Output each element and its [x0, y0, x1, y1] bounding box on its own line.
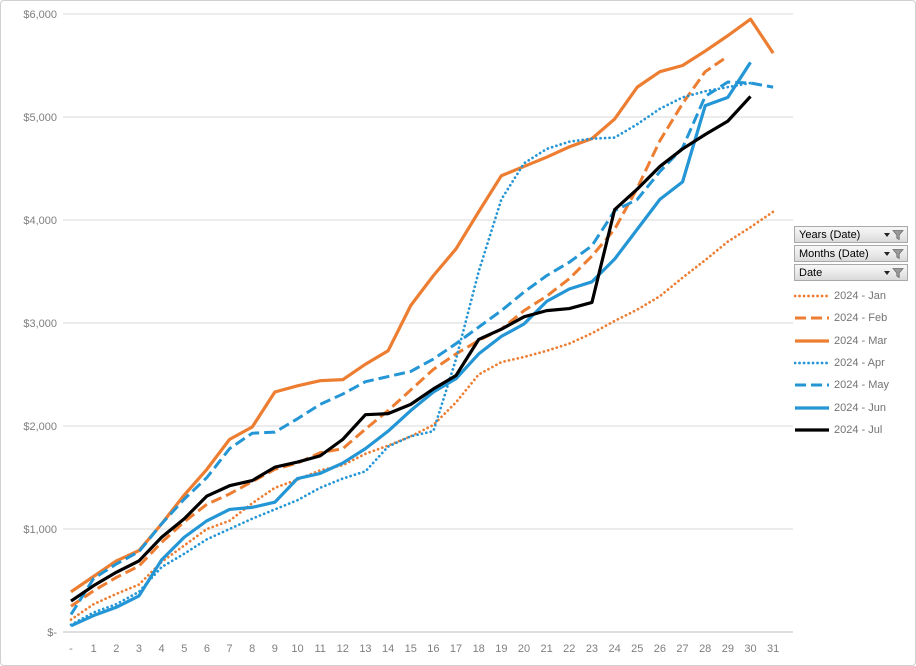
- x-axis-tick-label: 22: [563, 643, 575, 655]
- x-axis-tick-label: 28: [699, 643, 711, 655]
- legend-item: 2024 - Mar: [794, 330, 913, 352]
- caret-down-icon: [884, 232, 890, 237]
- legend-label: 2024 - Mar: [834, 334, 888, 347]
- pivot-field-button-label: Years (Date): [799, 228, 861, 241]
- legend-item: 2024 - Jul: [794, 419, 913, 441]
- legend-label: 2024 - Jan: [834, 290, 886, 303]
- x-axis-tick-label: 15: [405, 643, 417, 655]
- x-axis-tick-label: 12: [337, 643, 349, 655]
- legend-line-sample: [795, 339, 829, 343]
- x-axis-tick-label: 1: [91, 643, 97, 655]
- x-axis-tick-label: 31: [767, 643, 779, 655]
- legend-line-sample: [795, 406, 829, 410]
- legend-item: 2024 - May: [794, 374, 913, 396]
- chart-legend: 2024 - Jan 2024 - Feb 2024 - Mar 2024 - Apr…: [794, 285, 913, 441]
- x-axis-tick-label: 30: [744, 643, 756, 655]
- pivot-field-button-years-date[interactable]: Years (Date): [794, 226, 908, 243]
- legend-line-sample: [794, 294, 830, 298]
- legend-label: 2024 - Feb: [834, 312, 888, 325]
- x-axis-tick-label: 23: [586, 643, 598, 655]
- legend-label: 2024 - Jun: [834, 401, 886, 414]
- x-axis-tick-label: 19: [495, 643, 507, 655]
- y-axis-tick-label: $-: [47, 627, 57, 639]
- legend-item: 2024 - Feb: [794, 307, 913, 329]
- x-axis-tick-label: 11: [314, 643, 325, 655]
- x-axis-tick-label: 13: [359, 643, 371, 655]
- x-axis-tick-label: 10: [291, 643, 303, 655]
- x-axis-tick-label: 16: [427, 643, 439, 655]
- x-axis-tick-label: 5: [181, 643, 187, 655]
- series-line-2024-mar: [70, 17, 775, 594]
- pivot-field-button-label: Date: [799, 266, 823, 279]
- x-axis-tick-label: 25: [631, 643, 643, 655]
- legend-label: 2024 - Jul: [834, 423, 883, 436]
- pivot-field-button-months-date[interactable]: Months (Date): [794, 245, 908, 262]
- funnel-icon: [892, 248, 904, 259]
- x-axis-tick-label: -: [69, 643, 73, 655]
- x-axis-tick-label: 7: [226, 643, 232, 655]
- x-axis-tick-label: 20: [518, 643, 530, 655]
- y-axis-tick-label: $5,000: [23, 112, 57, 124]
- series-line-2024-apr: [69, 81, 752, 627]
- series-line-2024-may: [69, 80, 774, 616]
- pivot-filter-buttons: Years (Date) Months (Date) Date: [794, 226, 913, 281]
- legend-line-sample: [795, 428, 829, 432]
- funnel-icon: [892, 229, 904, 240]
- legend-item: 2024 - Jan: [794, 285, 913, 307]
- legend-item: 2024 - Apr: [794, 352, 913, 374]
- legend-label: 2024 - Apr: [834, 357, 885, 370]
- x-axis-tick-label: 24: [608, 643, 620, 655]
- x-axis-tick-label: 21: [541, 643, 553, 655]
- x-axis-tick-label: 8: [249, 643, 255, 655]
- legend-line-sample: [795, 316, 829, 320]
- caret-down-icon: [884, 270, 890, 275]
- x-axis-tick-label: 4: [159, 643, 165, 655]
- x-axis-tick-label: 18: [473, 643, 485, 655]
- series-line-2024-jun: [70, 61, 752, 628]
- y-axis-tick-label: $6,000: [23, 9, 57, 21]
- y-axis-tick-label: $3,000: [23, 318, 57, 330]
- x-axis-tick-label: 2: [113, 643, 119, 655]
- x-axis-tick-label: 3: [136, 643, 142, 655]
- x-axis-tick-label: 9: [272, 643, 278, 655]
- y-axis-tick-label: $4,000: [23, 215, 57, 227]
- x-axis-tick-label: 14: [382, 643, 394, 655]
- caret-down-icon: [884, 251, 890, 256]
- x-axis-tick-label: 6: [204, 643, 210, 655]
- x-axis-tick-label: 29: [722, 643, 734, 655]
- funnel-icon: [892, 267, 904, 278]
- pivot-field-button-date[interactable]: Date: [794, 264, 908, 281]
- y-axis-tick-label: $2,000: [23, 421, 57, 433]
- legend-label: 2024 - May: [834, 379, 890, 392]
- legend-line-sample: [795, 383, 829, 387]
- x-axis-tick-label: 27: [676, 643, 688, 655]
- series-line-2024-jul: [70, 95, 752, 603]
- y-axis-tick-label: $1,000: [23, 524, 57, 536]
- x-axis-tick-label: 17: [450, 643, 462, 655]
- legend-line-sample: [794, 361, 830, 365]
- series-line-2024-feb: [70, 54, 729, 608]
- pivot-field-button-label: Months (Date): [799, 247, 869, 260]
- x-axis-tick-label: 26: [654, 643, 666, 655]
- legend-item: 2024 - Jun: [794, 396, 913, 418]
- chart-right-panel: Years (Date) Months (Date) Date 2024 - Jan…: [794, 226, 913, 441]
